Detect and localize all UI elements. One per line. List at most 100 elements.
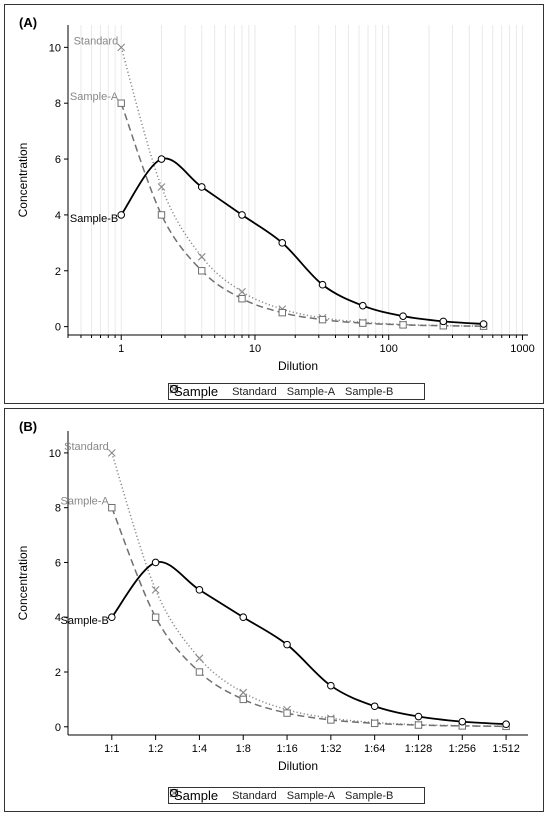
data-point bbox=[117, 43, 126, 52]
series-label-standard: Standard bbox=[74, 35, 119, 47]
data-point bbox=[108, 503, 116, 512]
y-tick-label: 8 bbox=[55, 503, 61, 515]
series-label-standard: Standard bbox=[64, 441, 109, 453]
y-tick-label: 6 bbox=[55, 557, 61, 569]
data-point bbox=[283, 709, 291, 717]
y-tick-label: 8 bbox=[55, 98, 61, 110]
x-tick-label: 1000 bbox=[510, 343, 534, 355]
data-point bbox=[239, 613, 248, 622]
legend-label-standard: Standard bbox=[232, 789, 277, 802]
y-tick-label: 10 bbox=[49, 448, 61, 460]
data-point bbox=[278, 239, 287, 247]
data-point bbox=[318, 315, 327, 324]
panel-label-b: (B) bbox=[19, 419, 38, 434]
x-tick-label: 10 bbox=[249, 343, 261, 355]
legend-b: Sample Standard Sample-A Sample-B bbox=[168, 787, 425, 804]
x-axis-label: Dilution bbox=[278, 359, 318, 373]
data-point bbox=[108, 613, 116, 622]
legend-a: Sample Standard Sample-A Sample-B bbox=[168, 383, 425, 400]
legend-item-standard: Standard bbox=[169, 384, 277, 398]
series-line-sample-b bbox=[120, 157, 484, 325]
y-tick-label: 0 bbox=[55, 322, 61, 334]
legend-label-sample-a: Sample-A bbox=[286, 789, 336, 802]
chart-a-canvas: 0 2 4 6 8 10 1 10 100 1000 Dilution Concentration St… bbox=[16, 25, 535, 373]
data-point bbox=[117, 211, 126, 219]
x-tick-label: 1:128 bbox=[405, 743, 433, 755]
series-line-sample-b bbox=[111, 561, 507, 726]
x-tick-label: 1:256 bbox=[449, 743, 477, 755]
data-point bbox=[414, 721, 423, 729]
data-point bbox=[327, 716, 335, 724]
data-point bbox=[327, 681, 335, 690]
series-sample-a: Sample-A bbox=[61, 496, 510, 731]
y-axis-label: Concentration bbox=[16, 546, 30, 621]
data-point bbox=[370, 719, 379, 728]
legend-item-standard: Standard bbox=[169, 788, 277, 802]
data-point bbox=[157, 183, 166, 191]
legend-title: Sample bbox=[174, 384, 219, 399]
series-standard: Standard bbox=[74, 35, 488, 330]
data-point bbox=[238, 211, 246, 219]
legend-item-sample-b: Sample-B bbox=[169, 788, 393, 802]
data-point bbox=[195, 586, 204, 594]
chart-panel-b: (B) 0 2 4 6 8 10 1:1 1:2 1:4 1:8 1:16 1:32 1:64 1:128… bbox=[4, 408, 544, 812]
data-point bbox=[399, 321, 407, 329]
series-label-sample-a: Sample-A bbox=[70, 91, 119, 103]
data-point bbox=[195, 668, 204, 676]
series-label-sample-b: Sample-B bbox=[61, 615, 109, 627]
x-tick-label: 1:64 bbox=[364, 743, 385, 755]
x-tick-label: 1:32 bbox=[320, 743, 341, 755]
data-point bbox=[238, 287, 246, 296]
y-tick-label: 4 bbox=[55, 612, 61, 624]
data-point bbox=[358, 301, 367, 310]
data-point bbox=[502, 720, 510, 729]
y-tick-label: 10 bbox=[49, 42, 61, 54]
chart-b-canvas: 0 2 4 6 8 10 1:1 1:2 1:4 1:8 1:16 1:32 1:64 1:128 1:25… bbox=[16, 431, 528, 773]
data-point bbox=[283, 640, 291, 649]
data-point bbox=[238, 294, 246, 303]
x-tick-label: 1 bbox=[118, 343, 124, 355]
x-tick-label: 1:1 bbox=[104, 743, 119, 755]
legend-item-sample-a: Sample-A bbox=[169, 384, 335, 398]
circle-marker-icon bbox=[169, 384, 179, 394]
legend-title: Sample bbox=[174, 788, 219, 803]
series-sample-a: Sample-A bbox=[70, 91, 488, 330]
data-point bbox=[197, 252, 206, 261]
x-grid bbox=[67, 25, 523, 335]
data-point bbox=[117, 99, 125, 107]
y-tick-label: 4 bbox=[55, 210, 61, 222]
data-point bbox=[370, 702, 379, 711]
data-point bbox=[195, 654, 204, 663]
y-tick-label: 0 bbox=[55, 722, 61, 734]
y-tick-label: 6 bbox=[55, 154, 61, 166]
data-point bbox=[479, 320, 488, 328]
data-point bbox=[318, 280, 327, 289]
x-tick-label: 1:4 bbox=[192, 743, 207, 755]
legend-label-sample-b: Sample-B bbox=[345, 385, 394, 398]
data-point bbox=[107, 449, 116, 457]
legend-label-standard: Standard bbox=[232, 385, 277, 398]
x-axis-label: Dilution bbox=[278, 759, 318, 773]
legend-item-sample-a: Sample-A bbox=[169, 788, 336, 802]
series-label-sample-b: Sample-B bbox=[70, 213, 118, 225]
x-tick-label: 1:8 bbox=[236, 743, 251, 755]
data-point bbox=[151, 613, 160, 621]
data-point bbox=[151, 585, 160, 594]
y-axis-label: Concentration bbox=[16, 143, 30, 218]
data-point bbox=[197, 183, 206, 191]
data-point bbox=[414, 712, 423, 721]
data-point bbox=[198, 267, 206, 275]
chart-panel-a: (A) 0 2 4 6 8 10 1 10 100 1000 Dilution Concentrati… bbox=[4, 4, 544, 404]
series-line-sample-a bbox=[111, 507, 507, 728]
y-tick-label: 2 bbox=[55, 266, 61, 278]
data-point bbox=[439, 317, 448, 326]
series-standard: Standard bbox=[64, 441, 510, 731]
series-line-sample-a bbox=[120, 102, 484, 327]
data-point bbox=[399, 312, 407, 320]
panel-label-a: (A) bbox=[19, 15, 38, 30]
circle-marker-icon bbox=[169, 788, 179, 798]
series-label-sample-a: Sample-A bbox=[61, 496, 110, 508]
data-point bbox=[359, 319, 367, 327]
series-sample-b: Sample-B bbox=[61, 558, 510, 729]
data-point bbox=[157, 155, 166, 163]
